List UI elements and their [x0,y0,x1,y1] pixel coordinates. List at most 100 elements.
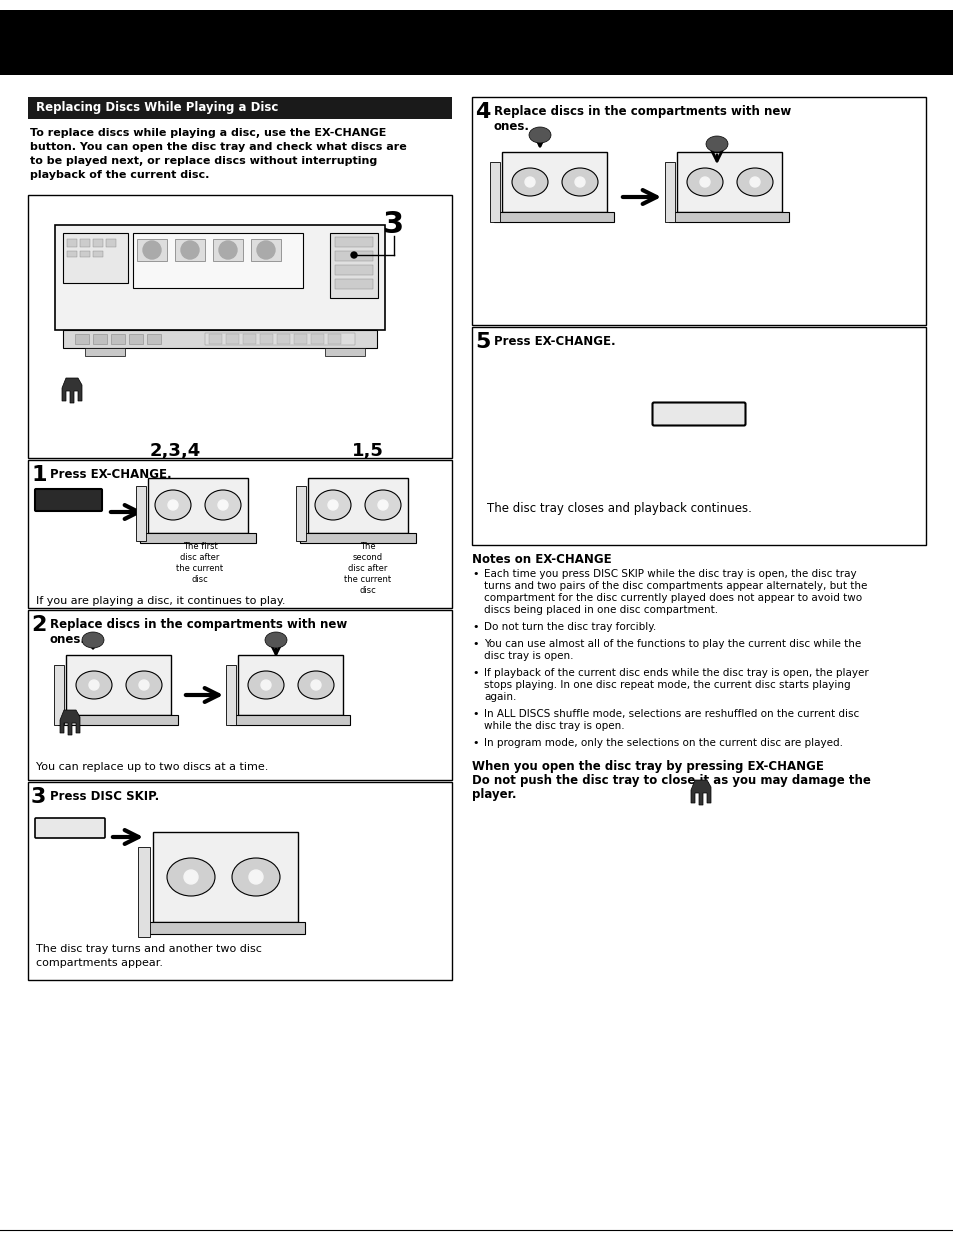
Text: Replace discs in the compartments with new: Replace discs in the compartments with n… [494,105,790,118]
Text: second: second [353,553,383,562]
FancyBboxPatch shape [35,489,102,511]
Bar [148,477,248,533]
Bar [209,334,222,344]
Bar [664,162,675,221]
Text: discs being placed in one disc compartment.: discs being placed in one disc compartme… [483,605,718,615]
Bar [67,239,77,247]
Circle shape [181,241,199,259]
Bar [80,239,90,247]
Bar [668,212,788,221]
Circle shape [351,252,356,259]
Text: stops playing. In one disc repeat mode, the current disc starts playing: stops playing. In one disc repeat mode, … [483,680,850,690]
Bar [138,847,150,936]
Ellipse shape [76,670,112,699]
Bar [136,486,146,541]
Bar [299,533,416,543]
Text: while the disc tray is open.: while the disc tray is open. [483,721,624,731]
Ellipse shape [167,858,214,896]
Circle shape [328,500,337,510]
Text: 3: 3 [383,210,404,239]
Bar [54,666,64,725]
FancyBboxPatch shape [35,818,105,837]
Circle shape [377,500,388,510]
Text: disc after: disc after [348,564,387,573]
Circle shape [139,680,149,690]
Bar [230,715,350,725]
Bar [490,162,499,221]
Text: 1,5: 1,5 [352,442,383,460]
Text: Press DISC SKIP.: Press DISC SKIP. [50,790,159,803]
Text: •: • [472,640,478,649]
Bar [63,233,128,283]
Bar [494,212,614,221]
Text: Do not push the disc tray to close it as you may damage the: Do not push the disc tray to close it as… [472,774,870,787]
Text: compartments appear.: compartments appear. [36,957,163,969]
Text: button. You can open the disc tray and check what discs are: button. You can open the disc tray and c… [30,142,406,152]
Ellipse shape [126,670,162,699]
Bar [276,334,290,344]
Ellipse shape [154,490,191,520]
Text: Replacing Discs While Playing a Disc: Replacing Discs While Playing a Disc [36,101,278,114]
Bar [28,96,452,119]
Bar [237,656,343,715]
Text: •: • [472,668,478,678]
Circle shape [311,680,320,690]
Bar [92,239,103,247]
Bar [28,195,452,458]
Bar [330,233,377,298]
Bar [63,330,376,348]
Ellipse shape [82,632,104,648]
Text: the current: the current [344,575,391,584]
Ellipse shape [232,858,280,896]
Text: playback of the current disc.: playback of the current disc. [30,169,209,181]
Bar [335,265,373,275]
Text: The disc tray turns and another two disc: The disc tray turns and another two disc [36,944,262,954]
Bar [308,477,408,533]
Circle shape [524,177,535,187]
Text: The: The [360,542,375,550]
Circle shape [261,680,271,690]
Bar [67,251,77,257]
Text: EX-CHANGE: EX-CHANGE [46,495,91,503]
Bar [0,10,953,75]
Text: Press EX-CHANGE.: Press EX-CHANGE. [494,335,615,348]
Circle shape [749,177,760,187]
Bar [106,239,116,247]
Bar [335,280,373,289]
Bar [28,610,452,781]
Text: DISC SKIP: DISC SKIP [51,823,89,833]
Circle shape [218,500,228,510]
Text: •: • [472,569,478,579]
Circle shape [143,241,161,259]
Bar [55,225,385,330]
Text: 5: 5 [475,332,490,353]
Bar [226,666,235,725]
Polygon shape [62,379,82,403]
Bar [251,239,281,261]
Bar [28,460,452,609]
Bar [137,239,167,261]
Bar [472,327,925,546]
Text: Do not turn the disc tray forcibly.: Do not turn the disc tray forcibly. [483,622,656,632]
Text: Press EX-CHANGE.: Press EX-CHANGE. [50,468,172,481]
Ellipse shape [705,136,727,152]
Bar [226,334,239,344]
Bar [111,334,125,344]
Text: The disc tray closes and playback continues.: The disc tray closes and playback contin… [486,502,751,515]
Bar [213,239,243,261]
Circle shape [89,680,99,690]
Text: •: • [472,622,478,632]
Ellipse shape [686,168,722,195]
Ellipse shape [265,632,287,648]
Bar [152,833,297,922]
Bar [140,533,255,543]
Text: You can use almost all of the functions to play the current disc while the: You can use almost all of the functions … [483,640,861,649]
Bar [260,334,273,344]
Bar [295,486,306,541]
Bar [472,96,925,325]
Bar [335,251,373,261]
Bar [92,334,107,344]
Ellipse shape [297,670,334,699]
Ellipse shape [248,670,284,699]
Text: In ALL DISCS shuffle mode, selections are reshuffled on the current disc: In ALL DISCS shuffle mode, selections ar… [483,709,859,719]
